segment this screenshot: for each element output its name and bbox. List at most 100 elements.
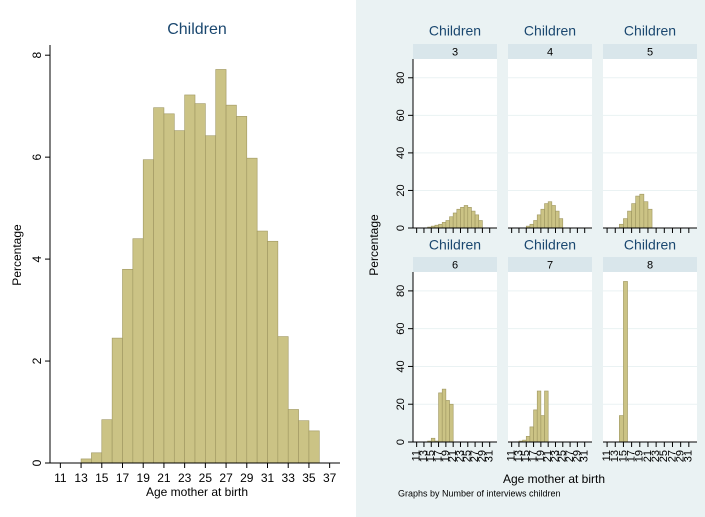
bar	[643, 201, 649, 229]
x-tick-label: 21	[542, 450, 554, 462]
panel-strip	[603, 257, 697, 272]
bar	[246, 157, 258, 464]
panel-title: Children	[429, 237, 481, 253]
y-tick-label: 60	[395, 323, 407, 335]
panel-title: Children	[624, 23, 676, 39]
x-tick-label: 25	[462, 450, 474, 462]
bar	[619, 223, 624, 229]
y-tick-label: 40	[395, 360, 407, 372]
x-tick-label: 23	[454, 450, 466, 462]
bar	[544, 390, 549, 443]
bar	[441, 388, 447, 443]
bar	[308, 430, 320, 464]
x-tick-label: 25	[658, 450, 670, 462]
x-tick-label: 23	[178, 471, 192, 485]
x-axis-label: Age mother at birth	[146, 485, 248, 499]
x-tick-label: 17	[527, 450, 539, 462]
panel	[508, 272, 592, 442]
bar	[456, 208, 461, 229]
x-tick-label: 23	[549, 450, 561, 462]
panel-strip	[508, 257, 592, 272]
bar	[623, 281, 628, 443]
y-tick-label: 80	[395, 285, 407, 297]
x-tick-label: 29	[675, 450, 687, 462]
y-tick-label: 60	[395, 109, 407, 121]
panel-strip	[413, 257, 497, 272]
x-tick-label: 25	[199, 471, 213, 485]
x-tick-label: 15	[95, 471, 109, 485]
bar	[536, 214, 542, 229]
x-tick-label: 17	[432, 450, 444, 462]
x-tick-label: 33	[282, 471, 296, 485]
bar	[463, 205, 469, 229]
bar	[445, 220, 450, 229]
y-tick-label: 6	[30, 153, 44, 160]
panel-strip	[508, 44, 592, 59]
panel-label: 3	[452, 46, 458, 58]
bar	[474, 214, 480, 229]
bar	[153, 107, 165, 464]
chart-title: Children	[167, 21, 227, 38]
x-tick-label: 13	[513, 450, 525, 462]
bar	[452, 212, 458, 229]
x-tick-label: 29	[571, 450, 583, 462]
y-tick-label: 0	[30, 459, 44, 466]
bar	[478, 220, 483, 229]
bar	[471, 210, 476, 229]
bar	[287, 409, 299, 464]
bar	[194, 103, 206, 464]
bar	[540, 415, 545, 443]
x-tick-label: 21	[447, 450, 459, 462]
x-tick-label: 19	[440, 450, 452, 462]
bar	[277, 336, 289, 464]
bar	[533, 220, 538, 229]
panel-title: Children	[524, 23, 576, 39]
x-tick-label: 15	[520, 450, 532, 462]
bar	[298, 420, 310, 464]
bar	[631, 203, 636, 229]
bar	[163, 113, 175, 464]
x-tick-label: 11	[601, 450, 613, 461]
bar	[544, 203, 549, 229]
bar	[430, 437, 436, 443]
x-tick-label: 37	[323, 471, 337, 485]
bar	[449, 216, 454, 229]
y-axis-label: Percentage	[10, 224, 24, 286]
bar	[460, 207, 465, 229]
bar	[438, 223, 443, 229]
x-tick-label: 23	[650, 450, 662, 462]
x-tick-label: 19	[535, 450, 547, 462]
panel-title: Children	[624, 237, 676, 253]
bar	[619, 415, 624, 443]
bar	[467, 207, 472, 229]
x-tick-label: 29	[476, 450, 488, 462]
bar	[529, 426, 534, 443]
panel-title: Children	[429, 23, 481, 39]
panel-label: 7	[547, 259, 553, 271]
y-tick-label: 4	[30, 255, 44, 262]
bar	[551, 205, 556, 229]
bar	[142, 159, 154, 464]
panel	[413, 272, 497, 442]
bar	[256, 230, 268, 464]
bar	[445, 400, 450, 443]
bar	[533, 409, 538, 443]
x-tick-label: 19	[137, 471, 151, 485]
bar	[267, 240, 279, 464]
x-tick-label: 27	[469, 450, 481, 462]
bar	[132, 238, 144, 464]
bar	[184, 94, 196, 464]
x-tick-label: 15	[617, 450, 629, 462]
y-tick-label: 40	[395, 147, 407, 159]
bar	[91, 452, 103, 464]
x-tick-label: 19	[634, 450, 646, 462]
bar	[205, 135, 217, 464]
x-tick-label: 31	[683, 450, 695, 462]
bar	[555, 210, 560, 229]
bar	[122, 268, 134, 464]
x-tick-label: 21	[157, 471, 171, 485]
y-axis-label: Percentage	[367, 214, 381, 276]
bar	[111, 337, 123, 464]
x-tick-label: 27	[666, 450, 678, 462]
bar	[540, 208, 545, 229]
